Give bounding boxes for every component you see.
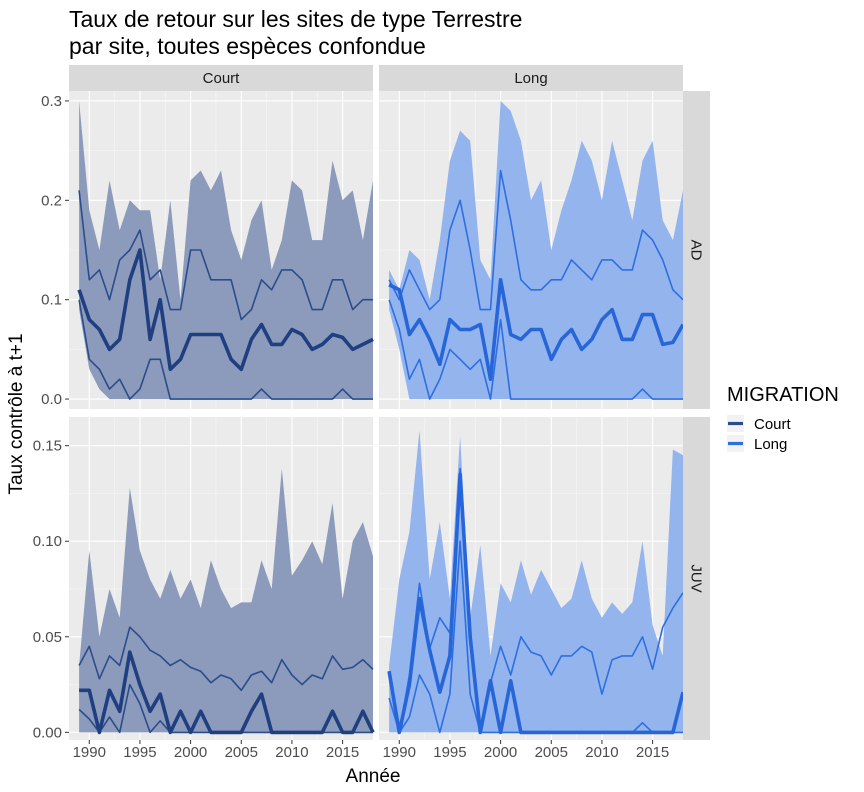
mean-line-long-ad — [388, 277, 685, 382]
strip-juv — [683, 417, 710, 740]
mean-line-long-juv — [387, 472, 685, 735]
axes: 0.0 0.1 0.2 0.3 0.00 0.05 0.10 0.15 1990 1995 2000… — [33, 93, 669, 761]
upper-quantile-line-court-ad — [78, 190, 373, 321]
y-tick-label-juv: 0.15 — [33, 438, 62, 455]
x-tick-label-long: 1995 — [433, 744, 466, 761]
y-tick-label-juv: 0.10 — [33, 533, 62, 550]
y-tick-label-ad: 0.1 — [41, 292, 62, 309]
mean-line-court-ad — [77, 248, 374, 372]
legend-label-long: Long — [754, 436, 787, 453]
x-tick-label-court: 2000 — [174, 744, 207, 761]
legend-title: MIGRATION — [727, 384, 839, 406]
lower-quantile-line-long-ad — [388, 299, 683, 400]
x-axis-title: Année — [346, 766, 401, 787]
x-tick-label-long: 2005 — [535, 744, 568, 761]
chart-title-line1: Taux de retour sur les sites de type Ter… — [69, 6, 522, 32]
ribbon-court-juv — [79, 468, 373, 733]
strip-label-ad: AD — [688, 240, 705, 261]
legend-label-court: Court — [754, 416, 792, 433]
y-tick-label-ad: 0.3 — [41, 93, 62, 110]
chart-title-line2: par site, toutes espèces confondue — [69, 33, 426, 59]
x-tick-label-court: 2015 — [326, 744, 359, 761]
x-tick-label-long: 2010 — [585, 744, 618, 761]
y-tick-label-ad: 0.0 — [41, 391, 62, 408]
x-tick-label-court: 2005 — [225, 744, 258, 761]
x-tick-label-court: 1990 — [73, 744, 106, 761]
strip-ad — [683, 91, 710, 409]
y-axis-title: Taux contrôle à t+1 — [6, 333, 27, 494]
mean-line-court-juv — [79, 650, 375, 735]
y-tick-label-ad: 0.2 — [41, 192, 62, 209]
x-tick-label-court: 2010 — [275, 744, 308, 761]
strip-court — [69, 65, 373, 91]
x-tick-label-court: 1995 — [123, 744, 156, 761]
facet-strips: Court Long AD JUV — [69, 65, 710, 740]
ribbon-long-ad — [389, 100, 683, 400]
upper-quantile-line-court-juv — [78, 626, 374, 692]
strip-label-long: Long — [514, 70, 547, 87]
strip-label-court: Court — [203, 70, 241, 87]
lower-quantile-line-court-ad — [78, 299, 373, 400]
y-tick-label-juv: 0.05 — [33, 629, 62, 646]
upper-quantile-line-long-ad — [388, 169, 684, 311]
upper-quantile-line-long-juv — [388, 467, 684, 734]
x-tick-label-long: 2000 — [484, 744, 517, 761]
y-tick-label-juv: 0.00 — [33, 724, 62, 741]
x-tick-label-long: 2015 — [636, 744, 669, 761]
strip-long — [379, 65, 683, 91]
strip-label-juv: JUV — [688, 564, 705, 592]
legend: MIGRATION Court Long — [727, 384, 839, 453]
x-tick-label-long: 1990 — [383, 744, 416, 761]
facet-panels — [69, 91, 685, 740]
